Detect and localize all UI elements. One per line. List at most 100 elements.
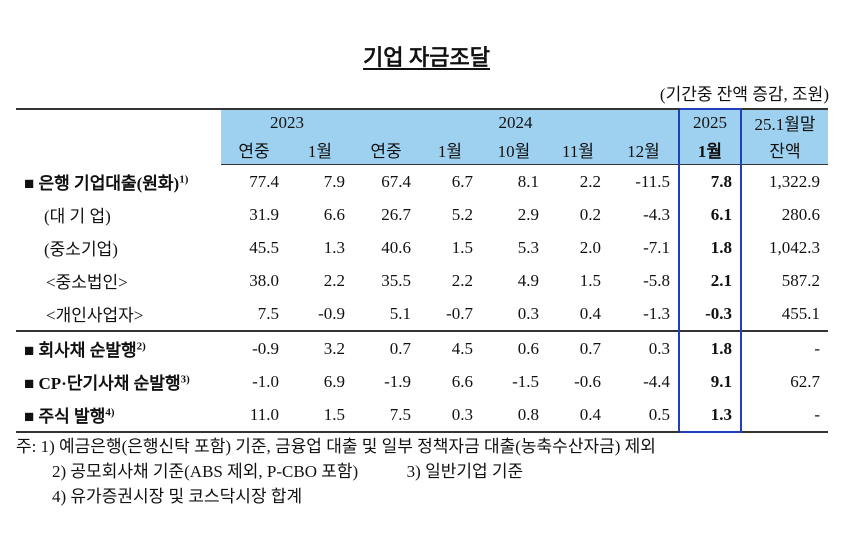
cell-value: 31.9 [249,204,279,224]
header-stub [16,108,221,165]
cell-value: 1.5 [287,398,353,433]
cell-value: 77.4 [249,171,279,191]
cell-value: 0.2 [579,204,601,224]
table-row: (중소기업) 45.5 1.3 40.6 1.5 5.3 2.0 -7.1 1.8 1,042.3 [16,231,828,264]
row-label: ■ 회사채 순발행2) [16,330,221,365]
cell-value: 0.3 [609,330,679,365]
cell-value: 7.5 [353,398,419,433]
cell-value: 1.8 [678,231,742,264]
table-row: ■ 회사채 순발행2) -0.9 3.2 0.7 4.5 0.6 0.7 0.3 1.8- [16,330,828,365]
cell-value: 0.5 [609,398,679,433]
cell-value: 4.9 [517,270,539,290]
cell-value: 2.2 [579,171,601,191]
unit-label: (기간중 잔액 증감, 조원) [659,85,829,104]
table-row: ■ CP·단기사채 순발행3) -1.0 6.9 -1.9 6.6 -1.5 -0.6 -4.… [16,365,828,398]
cell-value: 0.4 [547,398,609,433]
cell-value: 7.5 [257,303,279,323]
cell-value: 5.2 [451,204,473,224]
cell-value: 1.3 [323,237,345,257]
row-label-text: ■ 은행 기업대출(원화) [24,173,180,193]
table-row: <개인사업자> 7.5 -0.9 5.1 -0.7 0.3 0.4 -1.3 -0.3 455.1 [16,297,828,331]
cell-value: 0.8 [481,398,547,433]
cell-value: 3.2 [287,330,353,365]
cell-value: 587.2 [781,270,820,290]
cell-value: - [741,398,828,433]
row-label-text: <중소법인> [46,273,128,292]
header-col-4: 10월 [481,135,547,165]
cell-value: 1,322.9 [769,171,820,191]
cell-value: -0.7 [446,303,473,323]
cell-value: -5.8 [643,270,670,290]
row-label-text: (중소기업) [44,240,118,259]
cell-value: -1.9 [384,371,411,391]
row-label-text: ■ CP·단기사채 순발행 [24,374,181,393]
cell-value: -0.9 [221,330,287,365]
cell-value: 0.3 [517,303,539,323]
cell-value: 280.6 [781,204,820,224]
row-label: ■ CP·단기사채 순발행3) [16,365,221,398]
row-label: (대 기 업) [16,198,221,231]
cell-value: 1.5 [451,237,473,257]
cell-value: 1.5 [579,270,601,290]
header-months: 연중 1월 연중 1월 10월 11월 12월 1월 잔액 [16,135,828,165]
cell-value: -0.6 [574,371,601,391]
header-balance-bottom: 잔액 [741,135,828,165]
header-year-2025: 2025 [678,108,742,135]
header-col-2: 연중 [353,135,419,165]
cell-value: -1.5 [512,371,539,391]
cell-value: 0.7 [547,330,609,365]
footnotes: 주: 1) 예금은행(은행신탁 포함) 기준, 금융업 대출 및 일부 정책자금… [16,434,656,509]
row-label: (중소기업) [16,231,221,264]
header-col-1: 1월 [287,135,353,165]
cell-value: 6.9 [323,371,345,391]
cell-value: 26.7 [381,204,411,224]
cell-value: 11.0 [221,398,287,433]
cell-value: -4.4 [643,371,670,391]
cell-value: 1.8 [678,330,742,365]
cell-value: -4.3 [643,204,670,224]
cell-value: 7.8 [678,164,742,198]
cell-value: -1.3 [643,303,670,323]
financing-table: 2023 2024 2025 25.1월말 연중 1월 연중 1월 10월 11월 12월 1… [16,108,828,433]
table-body: ■ 은행 기업대출(원화)1) 77.4 7.9 67.4 6.7 8.1 2.2 -11.5… [16,164,828,433]
footnote-2-3: 2) 공모회사채 기준(ABS 제외, P-CBO 포함) 3) 일반기업 기준 [16,459,656,484]
cell-value: 2.1 [678,264,742,297]
row-label: <중소법인> [16,264,221,297]
row-label-text: <개인사업자> [46,306,144,325]
cell-value: 0.4 [579,303,601,323]
row-footnote-mark: 3) [180,373,190,386]
cell-value: 6.6 [451,371,473,391]
footnote-2: 2) 공모회사채 기준(ABS 제외, P-CBO 포함) [52,462,359,481]
cell-value: 0.3 [419,398,481,433]
row-label: ■ 은행 기업대출(원화)1) [16,165,221,199]
cell-value: -7.1 [643,237,670,257]
cell-value: 5.3 [517,237,539,257]
footnote-3: 3) 일반기업 기준 [406,462,524,481]
table-row: ■ 은행 기업대출(원화)1) 77.4 7.9 67.4 6.7 8.1 2.2 -11.5… [16,164,828,199]
header-balance-top: 25.1월말 [741,108,828,135]
cell-value: 0.6 [481,330,547,365]
table-row: ■ 주식 발행4) 11.0 1.5 7.5 0.3 0.8 0.4 0.5 1.3- [16,398,828,433]
cell-value: 9.1 [678,365,742,398]
cell-value: 6.7 [451,171,473,191]
cell-value: 455.1 [781,303,820,323]
cell-value: 4.5 [419,330,481,365]
cell-value: 40.6 [381,237,411,257]
cell-value: 38.0 [249,270,279,290]
row-label-text: ■ 주식 발행 [24,407,106,426]
row-footnote-mark: 1) [179,173,189,186]
cell-value: 0.7 [353,330,419,365]
row-footnote-mark: 2) [136,340,146,353]
cell-value: 6.1 [678,198,742,231]
row-label: ■ 주식 발행4) [16,398,221,433]
header-year-2024: 2024 [353,108,679,135]
cell-value: 1.3 [678,398,742,433]
cell-value: -1.0 [252,371,279,391]
cell-value: 1,042.3 [769,237,820,257]
cell-value: 7.9 [323,171,345,191]
page-title: 기업 자금조달 [363,45,490,70]
row-label-text: ■ 회사채 순발행 [24,341,137,360]
header-col-5: 11월 [547,135,609,165]
cell-value: -0.3 [678,297,742,331]
row-label: <개인사업자> [16,297,221,331]
